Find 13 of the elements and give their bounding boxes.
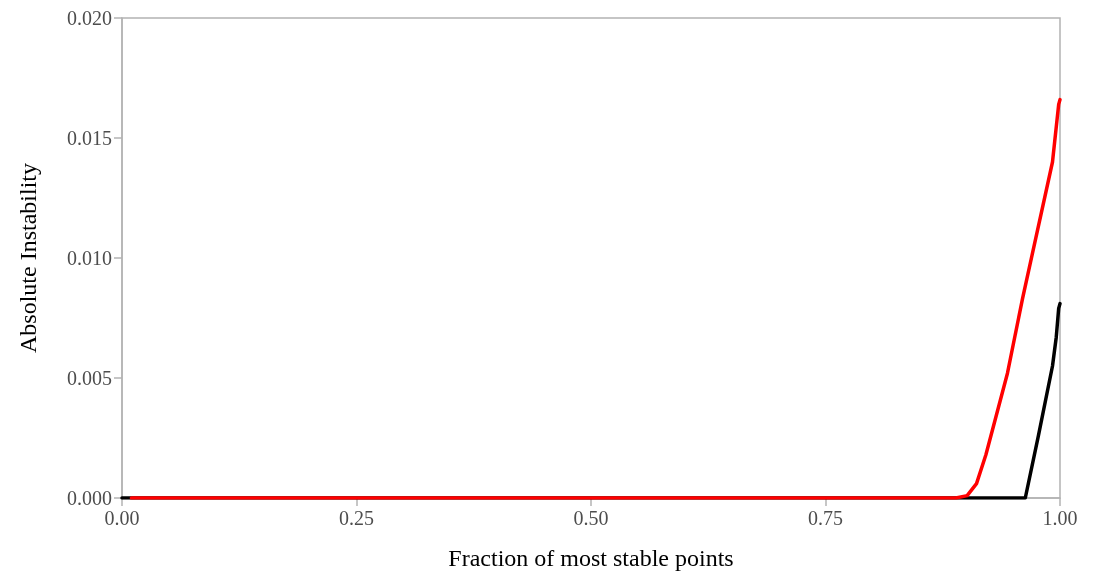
y-tick-label: 0.015 <box>67 127 112 149</box>
x-tick-label: 0.50 <box>573 507 609 529</box>
x-axis-title: Fraction of most stable points <box>448 545 734 571</box>
y-tick-label: 0.020 <box>67 7 112 29</box>
y-tick-label: 0.000 <box>67 487 112 509</box>
x-tick-label: 0.25 <box>339 507 374 529</box>
x-tick-label: 1.00 <box>1042 507 1078 529</box>
y-tick-label: 0.010 <box>67 247 112 269</box>
y-axis-title: Absolute Instability <box>15 163 41 353</box>
x-tick-label: 0.00 <box>104 507 140 529</box>
line-series <box>129 97 1062 500</box>
y-tick-label: 0.005 <box>67 367 112 389</box>
x-tick-label: 0.75 <box>808 507 843 529</box>
